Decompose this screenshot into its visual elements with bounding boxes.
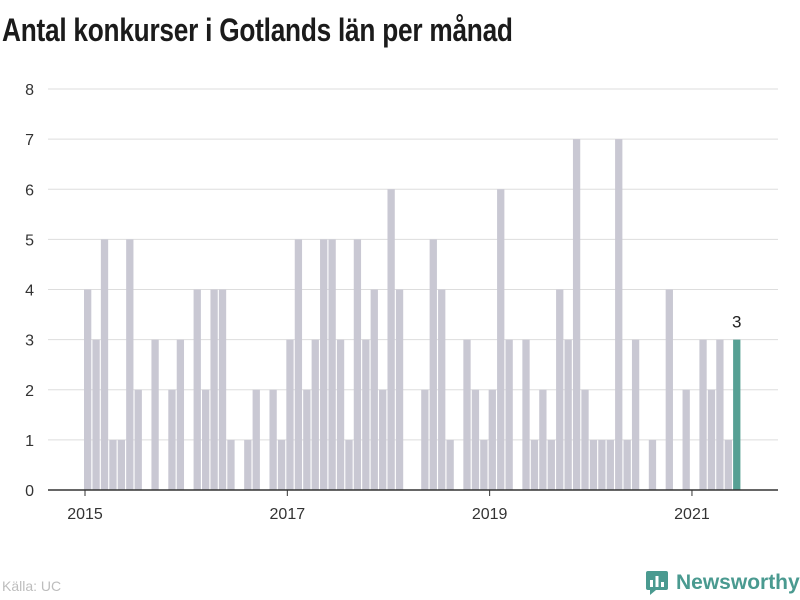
bar — [556, 289, 564, 490]
bar — [682, 389, 690, 490]
bar — [707, 389, 716, 490]
bar — [446, 439, 454, 491]
x-tick-label: 2021 — [674, 506, 710, 523]
brand-logo: Newsworthy — [646, 568, 800, 598]
bar — [387, 189, 395, 490]
y-tick-label: 7 — [25, 132, 34, 149]
bar — [724, 439, 732, 491]
bar — [362, 339, 370, 491]
bar — [716, 339, 724, 491]
y-tick-label: 2 — [25, 383, 34, 400]
bar — [589, 439, 598, 491]
bar — [572, 139, 581, 491]
bar — [564, 339, 572, 491]
bar — [328, 239, 336, 491]
bar — [227, 439, 235, 491]
bar — [615, 139, 623, 491]
bar — [623, 439, 631, 491]
bar — [109, 439, 117, 491]
y-tick-label: 0 — [25, 483, 34, 500]
bar — [277, 439, 286, 491]
bar — [100, 239, 109, 491]
bar — [202, 389, 210, 490]
bar — [522, 339, 530, 491]
bar — [353, 239, 362, 491]
highlight-value-label: 3 — [732, 313, 741, 332]
y-tick-label: 1 — [25, 433, 34, 450]
bar — [134, 389, 142, 490]
bar — [218, 289, 227, 490]
bar — [606, 439, 614, 491]
bar — [151, 339, 159, 491]
bar — [336, 339, 345, 491]
bar — [126, 239, 134, 491]
source-note: Källa: UC — [2, 578, 62, 594]
bar — [699, 339, 707, 491]
bar — [84, 289, 92, 490]
bar — [210, 289, 218, 490]
bar — [581, 389, 589, 490]
bar — [168, 389, 176, 490]
newsworthy-logo-icon — [646, 571, 668, 595]
bar — [539, 389, 547, 490]
bar — [547, 439, 555, 491]
y-tick-label: 4 — [25, 283, 34, 300]
bar — [345, 439, 353, 491]
bar — [395, 289, 404, 490]
x-tick-label: 2017 — [270, 506, 306, 523]
bar — [421, 389, 429, 490]
bar — [193, 289, 201, 490]
y-tick-label: 8 — [25, 82, 34, 99]
bar-highlight — [733, 339, 741, 491]
bar — [294, 239, 303, 491]
bar — [252, 389, 260, 490]
bars — [84, 139, 741, 491]
bar — [505, 339, 513, 491]
x-tick-label: 2015 — [67, 506, 103, 523]
bar — [311, 339, 319, 491]
bar — [370, 289, 378, 490]
bar-chart: 0 1 2 3 4 5 6 7 8 2015 2017 2019 2021 3 — [25, 82, 778, 523]
bar — [303, 389, 311, 490]
bar — [631, 339, 640, 491]
bar — [488, 389, 496, 490]
chart-title: Antal konkurser i Gotlands län per månad — [2, 12, 513, 48]
bar — [463, 339, 471, 491]
y-tick-label: 3 — [25, 333, 34, 350]
x-tick-label: 2019 — [472, 506, 508, 523]
bar — [92, 339, 100, 491]
bar — [480, 439, 488, 491]
bar — [438, 289, 446, 490]
y-axis-labels: 0 1 2 3 4 5 6 7 8 — [25, 82, 34, 500]
bar — [269, 389, 277, 490]
bar — [648, 439, 657, 491]
bar — [429, 239, 437, 491]
bar — [471, 389, 480, 490]
x-axis-labels: 2015 2017 2019 2021 — [67, 490, 710, 523]
bar — [176, 339, 185, 491]
y-tick-label: 5 — [25, 232, 34, 249]
bar — [665, 289, 673, 490]
bar — [117, 439, 126, 491]
brand-name: Newsworthy — [676, 571, 800, 594]
bar — [320, 239, 328, 491]
bar — [244, 439, 252, 491]
bar — [497, 189, 505, 490]
bar — [286, 339, 294, 491]
bar — [379, 389, 387, 490]
annotations: 3 — [732, 313, 741, 332]
bar — [530, 439, 539, 491]
bar — [598, 439, 606, 491]
y-tick-label: 6 — [25, 182, 34, 199]
